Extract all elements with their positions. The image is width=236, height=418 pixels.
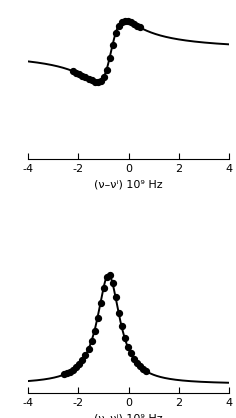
Point <box>108 272 111 279</box>
Point <box>114 294 118 301</box>
Point <box>126 18 130 25</box>
Point <box>117 22 121 29</box>
Point <box>84 74 87 81</box>
Point <box>63 371 66 378</box>
Point <box>132 21 135 28</box>
Point <box>114 30 118 37</box>
Point <box>126 343 130 350</box>
X-axis label: (ν–νⁱ) 10⁹ Hz: (ν–νⁱ) 10⁹ Hz <box>94 180 163 190</box>
Point <box>138 24 142 31</box>
Point <box>144 367 148 374</box>
Point <box>78 71 81 77</box>
Point <box>72 68 75 75</box>
Point <box>81 72 84 79</box>
Point <box>93 327 97 334</box>
Point <box>132 355 135 362</box>
Point <box>105 274 109 280</box>
Point <box>102 74 105 81</box>
Point <box>123 17 126 24</box>
Point <box>123 334 126 341</box>
Point <box>129 19 133 26</box>
Point <box>99 299 102 306</box>
Point <box>96 79 99 86</box>
Point <box>135 23 139 29</box>
Point <box>75 364 78 370</box>
Point <box>111 280 114 287</box>
Point <box>141 365 145 372</box>
Point <box>84 352 87 359</box>
Point <box>72 366 75 373</box>
Point <box>102 284 105 291</box>
Point <box>87 346 90 352</box>
Point <box>135 359 139 366</box>
Point <box>81 357 84 364</box>
Point <box>96 314 99 321</box>
Point <box>138 363 142 370</box>
Point <box>108 55 111 61</box>
Point <box>117 309 121 316</box>
Point <box>87 76 90 82</box>
Point <box>105 66 109 73</box>
Point <box>120 18 123 25</box>
Point <box>90 338 93 344</box>
Point <box>90 77 93 84</box>
Point <box>66 370 69 377</box>
Point <box>120 323 123 330</box>
Point <box>111 41 114 48</box>
Point <box>78 361 81 367</box>
Point <box>129 350 133 357</box>
X-axis label: (ν–νⁱ) 10⁹ Hz: (ν–νⁱ) 10⁹ Hz <box>94 413 163 418</box>
Point <box>93 79 97 85</box>
Point <box>75 69 78 76</box>
Point <box>69 368 72 375</box>
Point <box>99 78 102 84</box>
